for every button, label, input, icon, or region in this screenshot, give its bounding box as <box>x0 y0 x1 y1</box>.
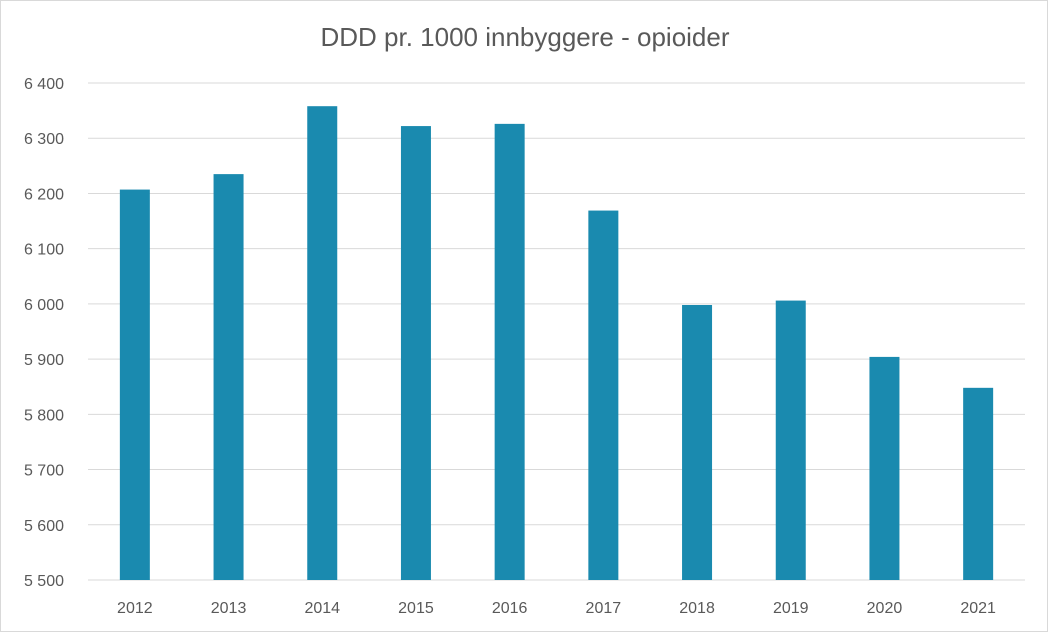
x-tick-label: 2014 <box>304 600 340 617</box>
y-tick-label: 5 500 <box>24 573 64 590</box>
bar-2020 <box>869 356 900 580</box>
bar-2016 <box>494 123 525 580</box>
y-axis-ticks: 5 500 5 600 5 700 5 800 5 900 6 000 6 100 6 200… <box>24 76 64 590</box>
bar-2021 <box>963 387 994 580</box>
y-tick-label: 5 900 <box>24 352 64 369</box>
bar-2013 <box>213 174 244 580</box>
bar-2015 <box>400 126 431 580</box>
x-tick-label: 2017 <box>586 600 622 617</box>
bar-2019 <box>775 300 806 580</box>
y-tick-label: 6 400 <box>24 76 64 93</box>
chart-title: DDD pr. 1000 innbyggere - opioider <box>320 22 730 52</box>
x-tick-label: 2021 <box>960 600 996 617</box>
y-tick-label: 6 200 <box>24 186 64 203</box>
x-axis-ticks: 2012 2013 2014 2015 2016 2017 2018 2019 2020 2021 <box>117 600 996 617</box>
y-tick-label: 5 600 <box>24 518 64 535</box>
x-tick-label: 2015 <box>398 600 434 617</box>
bar-2017 <box>588 210 619 580</box>
bar-2012 <box>119 189 150 580</box>
x-tick-label: 2012 <box>117 600 153 617</box>
y-tick-label: 6 000 <box>24 297 64 314</box>
y-tick-label: 5 800 <box>24 407 64 424</box>
x-tick-label: 2013 <box>211 600 247 617</box>
bars <box>119 106 994 581</box>
bar-2014 <box>307 106 338 581</box>
x-tick-label: 2019 <box>773 600 809 617</box>
y-tick-label: 6 100 <box>24 242 64 259</box>
y-tick-label: 5 700 <box>24 463 64 480</box>
x-tick-label: 2020 <box>867 600 903 617</box>
x-tick-label: 2018 <box>679 600 715 617</box>
y-tick-label: 6 300 <box>24 131 64 148</box>
bar-2018 <box>682 304 713 580</box>
gridlines <box>88 82 1025 581</box>
x-tick-label: 2016 <box>492 600 528 617</box>
